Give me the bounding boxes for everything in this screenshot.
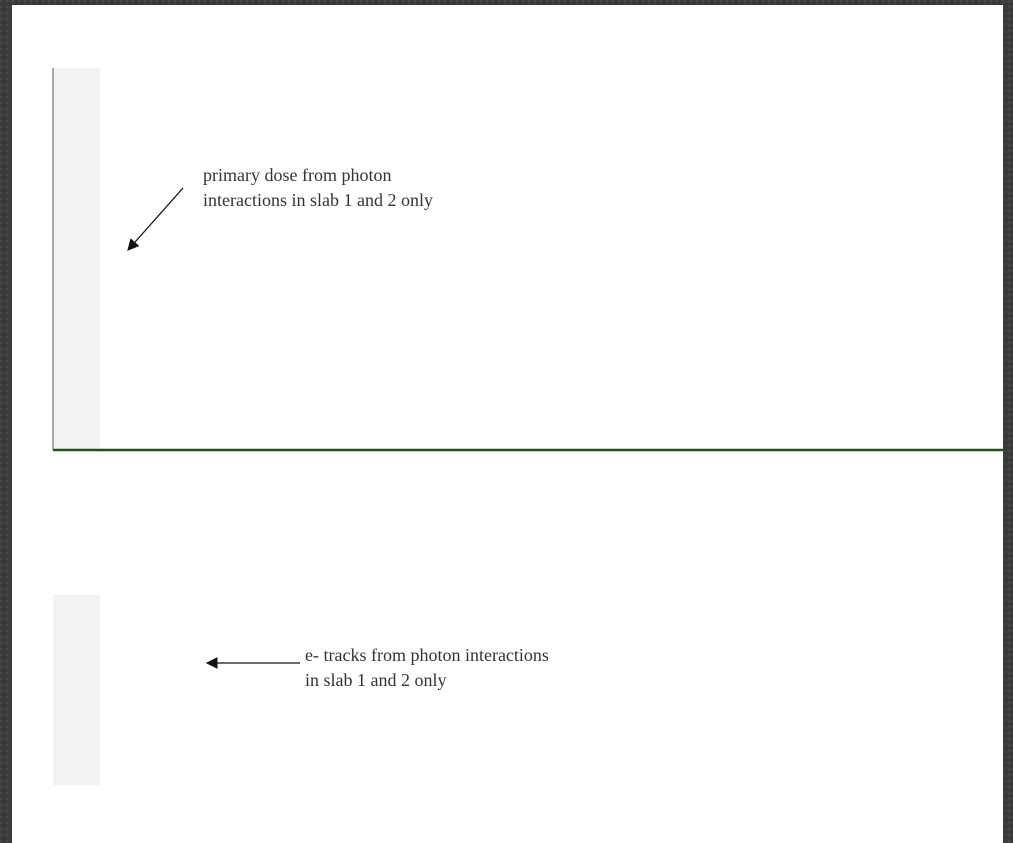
panel — [12, 5, 1003, 843]
arrow — [127, 187, 184, 251]
annotation: primary dose from photon — [203, 165, 391, 185]
annotation: e- tracks from photon interactions — [305, 645, 549, 665]
slab-shade — [53, 595, 100, 785]
slab-shade — [53, 68, 100, 450]
annotation: interactions in slab 1 and 2 only — [203, 190, 433, 210]
plot — [52, 68, 1003, 785]
annotation: in slab 1 and 2 only — [305, 670, 447, 690]
